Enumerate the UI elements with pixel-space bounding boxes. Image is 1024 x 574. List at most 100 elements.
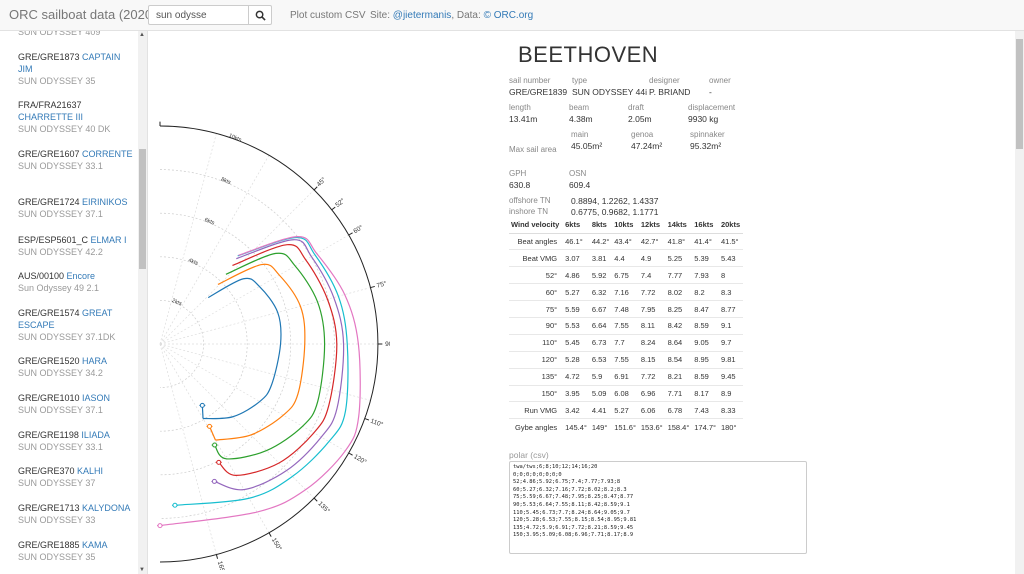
boat-name-link[interactable]: IASON — [82, 393, 111, 403]
polar-csv-textarea[interactable] — [509, 461, 807, 554]
list-item[interactable]: GRE/GRE1724 EIRINIKOS SUN ODYSSEY 37.1 — [18, 196, 136, 220]
search-input[interactable] — [148, 5, 249, 25]
table-cell: 9.7 — [718, 333, 743, 352]
page-scroll-thumb[interactable] — [1016, 39, 1023, 149]
page-scrollbar[interactable] — [1015, 31, 1024, 574]
list-item[interactable]: GRE/GRE1198 ILIADA SUN ODYSSEY 33.1 — [18, 429, 136, 453]
table-cell: 8.24 — [638, 333, 666, 352]
list-item[interactable]: GRE/GRE1010 IASON SUN ODYSSEY 37.1 — [18, 392, 136, 416]
table-cell: 5.92 — [589, 266, 613, 284]
radial-gridline — [159, 343, 315, 499]
boat-name-link[interactable]: ILIADA — [81, 430, 110, 440]
table-cell: 6.64 — [589, 316, 613, 335]
boat-title: BEETHOVEN — [518, 42, 659, 67]
list-item[interactable]: AUS/00100 Encore Sun Odyssey 49 2.1 — [18, 270, 136, 294]
brand-link[interactable]: ORC sailboat data (2020) — [9, 7, 157, 22]
scroll-down-icon[interactable]: ▼ — [139, 567, 145, 573]
boat-name-link[interactable]: Encore — [66, 271, 96, 281]
boat-type: SUN ODYSSEY 37.1 — [18, 405, 103, 415]
table-cell: 145.4° — [563, 418, 590, 436]
table-cell: 7.7 — [612, 333, 639, 352]
gph-value: 630.8 — [509, 180, 531, 190]
list-item[interactable]: SUN ODYSSEY 409 — [18, 31, 136, 38]
author-link[interactable]: @jieter­manis — [392, 10, 452, 21]
row-label: 90° — [509, 316, 564, 335]
table-cell: 8 — [718, 266, 743, 284]
displacement-label: displacement — [688, 103, 736, 112]
owner-label: owner — [709, 76, 731, 85]
boat-name-link[interactable]: KALHI — [77, 466, 104, 476]
run-vmg-point — [211, 478, 217, 484]
list-item[interactable]: GRE/GRE1574 GREAT ESCAPE SUN ODYSSEY 37.1… — [18, 307, 136, 343]
boat-list-sidebar: SUN ODYSSEY 409 GRE/GRE1873 CAPTAIN JIM S… — [0, 31, 148, 574]
type-value: SUN ODYSSEY 44i — [572, 87, 647, 97]
radial-gridline — [159, 343, 371, 401]
boat-name-link[interactable]: GREAT ESCAPE — [18, 308, 113, 330]
table-cell: 8.17 — [692, 384, 719, 402]
table-cell: 5.27 — [612, 401, 639, 419]
boat-name-link[interactable]: CHARRETTE III — [18, 112, 84, 122]
length-value: 13.41m — [509, 114, 538, 124]
sidebar-scroll-thumb[interactable] — [139, 149, 146, 269]
sidebar-scrollbar[interactable]: ▲ ▼ — [138, 31, 147, 574]
orc-link[interactable]: © ORC.org — [483, 10, 534, 21]
list-item[interactable]: GRE/GRE1607 CORRENTE SUN ODYSSEY 33.1 — [18, 148, 136, 172]
list-item[interactable]: GRE/GRE1713 KALYDONA SUN ODYSSEY 33 — [18, 502, 136, 526]
table-cell: 6.78 — [665, 401, 693, 419]
search-icon — [255, 10, 266, 21]
ring-gridline — [159, 169, 335, 519]
designer-label: designer — [649, 76, 680, 85]
angle-tick-label: 110° — [369, 417, 384, 429]
list-item[interactable]: GRE/GRE1520 HARA SUN ODYSSEY 34.2 — [18, 355, 136, 379]
table-row: Beat VMG 3.07 3.81 4.4 4.9 5.25 5.39 5.43 — [509, 249, 743, 267]
boat-name-link[interactable]: KALYDONA — [82, 503, 131, 513]
angle-tick-label: 120° — [352, 452, 368, 466]
search-button[interactable] — [248, 5, 272, 25]
table-cell: 8.59 — [692, 316, 719, 335]
table-cell: 8.21 — [665, 367, 693, 386]
table-cell: 7.4 — [638, 266, 666, 284]
table-cell: 8.25 — [665, 300, 693, 318]
list-item[interactable]: GRE/GRE1885 KAMA SUN ODYSSEY 35 — [18, 539, 136, 563]
table-cell: 6.53 — [589, 350, 613, 369]
radius-tick-label: 6kts — [204, 217, 216, 226]
row-label: Gybe angles — [509, 418, 564, 436]
table-cell: 174.7° — [692, 418, 719, 436]
boat-id: GRE/GRE1607 — [18, 149, 83, 159]
table-header: 12kts — [638, 216, 666, 234]
plot-custom-csv-link[interactable]: Plot custom CSV — [290, 10, 366, 21]
table-cell: 46.1° — [563, 232, 590, 250]
gph-label: GPH — [509, 169, 527, 178]
boat-name-link[interactable]: EIRINIKOS — [82, 197, 128, 207]
osn-label: OSN — [569, 169, 587, 178]
scroll-up-icon[interactable]: ▲ — [139, 32, 145, 38]
table-cell: 158.4° — [665, 418, 693, 436]
list-item[interactable]: FRA/FRA21637 CHARRETTE III SUN ODYSSEY 40… — [18, 99, 136, 135]
polar-csv-label: polar (csv) — [509, 450, 549, 460]
boat-name-link[interactable]: KAMA — [82, 540, 108, 550]
table-cell: 8.15 — [638, 350, 666, 369]
table-cell: 41.5° — [718, 232, 743, 250]
boat-id: GRE/GRE1873 — [18, 52, 83, 62]
radius-tick-label: 4kts — [187, 258, 199, 267]
list-item[interactable]: ESP/ESP5601_C ELMAR I SUN ODYSSEY 42.2 — [18, 234, 136, 258]
list-item[interactable]: GRE/GRE370 KALHI SUN ODYSSEY 37 — [18, 465, 136, 489]
type-label: type — [572, 76, 588, 85]
table-row: 75° 5.59 6.67 7.48 7.95 8.25 8.47 8.77 — [509, 300, 743, 318]
table-cell: 6.67 — [589, 300, 613, 318]
boat-name-link[interactable]: HARA — [82, 356, 108, 366]
table-cell: 5.25 — [665, 249, 693, 267]
angle-tick-label: 135° — [316, 500, 331, 515]
boat-name-link[interactable]: ELMAR I — [90, 235, 127, 245]
run-vmg-point — [172, 502, 178, 508]
boat-name-link[interactable]: CAPTAIN JIM — [18, 52, 121, 74]
draft-label: draft — [628, 103, 645, 112]
row-label: 120° — [509, 350, 564, 369]
angle-tick — [364, 418, 370, 421]
list-item[interactable]: GRE/GRE1873 CAPTAIN JIM SUN ODYSSEY 35 — [18, 51, 136, 87]
boat-name-link[interactable]: CORRENTE — [82, 149, 133, 159]
boat-type: SUN ODYSSEY 37.1DK — [18, 332, 116, 342]
series-line — [174, 236, 349, 506]
angle-tick-label: 75° — [376, 279, 388, 289]
row-label: 150° — [509, 384, 564, 402]
